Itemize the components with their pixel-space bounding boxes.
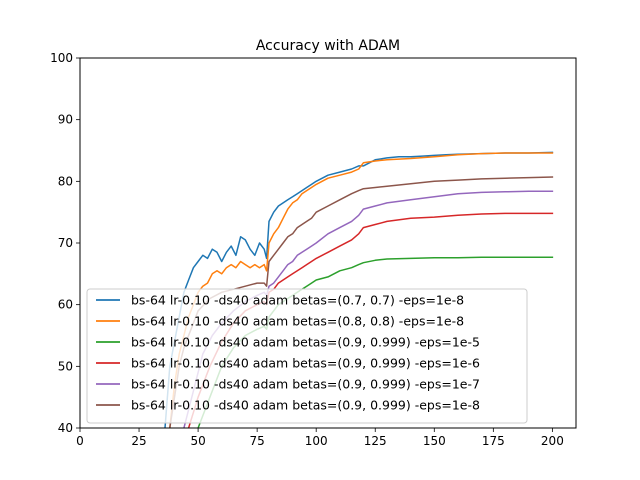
chart-title: Accuracy with ADAM xyxy=(256,38,400,54)
legend-label-3: bs-64 lr-0.10 -ds40 adam betas=(0.9, 0.9… xyxy=(131,335,480,350)
x-tick-label: 50 xyxy=(190,434,205,448)
x-tick-label: 25 xyxy=(131,434,146,448)
y-tick-label: 50 xyxy=(58,359,73,373)
x-axis: 0 25 50 75 100 125 150 175 200 xyxy=(76,428,564,448)
x-tick-label: 0 xyxy=(76,434,84,448)
x-tick-label: 175 xyxy=(482,434,505,448)
x-tick-label: 100 xyxy=(305,434,328,448)
series-line-2 xyxy=(169,152,554,428)
legend-label-1: bs-64 lr-0.10 -ds40 adam betas=(0.7, 0.7… xyxy=(131,293,464,308)
x-tick-label: 75 xyxy=(250,434,265,448)
x-tick-label: 200 xyxy=(541,434,564,448)
legend-label-6: bs-64 lr-0.10 -ds40 adam betas=(0.9, 0.9… xyxy=(131,398,480,413)
series-line-1 xyxy=(164,151,554,428)
legend: bs-64 lr-0.10 -ds40 adam betas=(0.7, 0.7… xyxy=(86,288,528,424)
y-tick-label: 40 xyxy=(58,421,73,435)
legend-label-5: bs-64 lr-0.10 -ds40 adam betas=(0.9, 0.9… xyxy=(131,377,480,392)
y-tick-label: 60 xyxy=(58,298,73,312)
x-tick-label: 125 xyxy=(364,434,387,448)
x-tick-label: 150 xyxy=(423,434,446,448)
legend-box xyxy=(86,288,528,424)
y-tick-label: 90 xyxy=(58,113,73,127)
legend-label-4: bs-64 lr-0.10 -ds40 adam betas=(0.9, 0.9… xyxy=(131,356,480,371)
y-axis: 40 50 60 70 80 90 100 xyxy=(50,51,80,435)
legend-label-2: bs-64 lr-0.10 -ds40 adam betas=(0.8, 0.8… xyxy=(131,314,464,329)
y-tick-label: 80 xyxy=(58,174,73,188)
y-tick-label: 70 xyxy=(58,236,73,250)
y-tick-label: 100 xyxy=(50,51,73,65)
